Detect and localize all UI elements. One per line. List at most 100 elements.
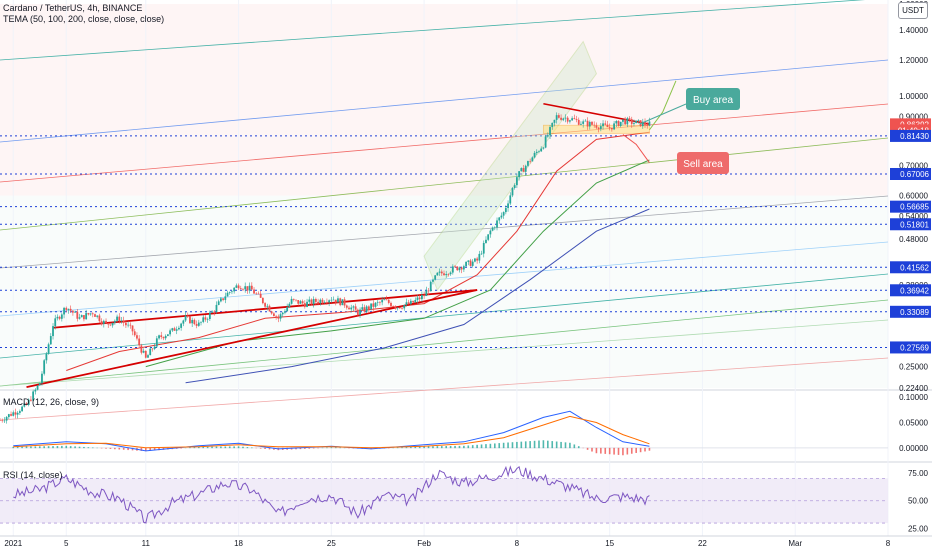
candle-body [607, 125, 609, 127]
candle-body [158, 335, 160, 338]
candle-body [584, 121, 586, 122]
candle-body [65, 308, 67, 310]
candle-body [501, 216, 503, 218]
candle-body [470, 260, 472, 265]
candle-body [315, 299, 317, 302]
candle-body [134, 331, 136, 335]
candle-body [406, 302, 408, 305]
candle-body [21, 407, 23, 412]
macd-histogram-bar [35, 446, 37, 448]
candle-body [291, 299, 293, 304]
candle-body [4, 421, 6, 422]
tema-legend: TEMA (50, 100, 200, close, close, close) [3, 14, 164, 24]
candle-body [596, 125, 598, 127]
candle-body [297, 300, 299, 304]
candle-body [264, 303, 266, 307]
candle-body [353, 306, 355, 307]
rsi-tick-label: 25.00 [908, 525, 929, 534]
macd-histogram-bar [251, 448, 253, 449]
candle-body [582, 121, 584, 124]
candle-body [412, 301, 414, 303]
candle-body [54, 318, 56, 326]
candle-body [74, 312, 76, 313]
candle-body [417, 298, 419, 300]
candle-body [388, 300, 390, 303]
price-label-text: 0.41562 [900, 263, 929, 272]
time-tick-label: Feb [417, 539, 431, 548]
candle-body [503, 212, 505, 216]
macd-histogram-bar [591, 448, 593, 452]
candle-body [6, 417, 8, 421]
candle-body [200, 322, 202, 323]
candle-body [467, 260, 469, 261]
time-tick-label: 22 [698, 539, 707, 548]
macd-histogram-bar [326, 448, 328, 449]
candle-body [414, 300, 416, 302]
candle-body [472, 262, 474, 266]
candle-body [578, 120, 580, 125]
candle-body [79, 317, 81, 318]
macd-histogram-bar [211, 447, 213, 448]
currency-button[interactable]: USDT [898, 2, 928, 19]
candle-body [222, 298, 224, 300]
candle-body [622, 119, 624, 121]
candle-body [549, 127, 551, 135]
candle-body [277, 316, 279, 318]
price-tick-label: 1.40000 [899, 26, 928, 35]
candle-body [410, 301, 412, 304]
candle-body [518, 171, 520, 177]
macd-histogram-bar [216, 447, 218, 449]
candle-body [61, 314, 63, 318]
candle-body [15, 412, 17, 414]
candle-body [8, 414, 10, 417]
candle-body [17, 413, 19, 415]
candle-body [240, 288, 242, 289]
time-tick-label: 11 [142, 539, 151, 548]
candle-body [547, 135, 549, 136]
candle-body [156, 338, 158, 346]
candle-body [300, 301, 302, 304]
macd-histogram-bar [92, 448, 94, 449]
price-tick-label: 1.00000 [899, 92, 928, 101]
macd-histogram-bar [512, 442, 514, 448]
candle-body [631, 119, 633, 124]
candle-body [0, 420, 1, 421]
candle-body [580, 124, 582, 125]
macd-histogram-bar [613, 448, 615, 455]
candle-body [536, 152, 538, 153]
candle-body [441, 272, 443, 274]
candle-body [171, 328, 173, 330]
macd-histogram-bar [114, 448, 116, 449]
macd-histogram-bar [631, 448, 633, 454]
macd-histogram-bar [30, 446, 32, 448]
price-tick-label: 0.22400 [899, 384, 928, 393]
macd-histogram-bar [401, 447, 403, 448]
time-tick-label: 8 [886, 539, 891, 548]
macd-histogram-bar [264, 448, 266, 449]
macd-histogram-bar [70, 446, 72, 448]
macd-histogram-bar [313, 448, 315, 449]
candle-body [505, 208, 507, 212]
candle-body [637, 120, 639, 121]
candle-body [317, 302, 319, 303]
candle-body [149, 349, 151, 355]
candle-body [306, 302, 308, 307]
candle-body [19, 411, 21, 413]
macd-histogram-bar [578, 446, 580, 448]
candle-body [284, 311, 286, 312]
candle-body [368, 306, 370, 309]
candle-body [423, 295, 425, 296]
candle-body [247, 286, 249, 290]
macd-histogram-bar [516, 442, 518, 448]
candle-body [295, 300, 297, 301]
candle-body [350, 308, 352, 310]
candle-body [231, 291, 233, 292]
macd-histogram-bar [432, 446, 434, 448]
candle-body [527, 161, 529, 166]
candle-body [333, 300, 335, 301]
candle-body [534, 153, 536, 158]
candle-body [99, 316, 101, 322]
macd-histogram-bar [437, 446, 439, 448]
price-tick-label: 1.20000 [899, 56, 928, 65]
macd-histogram-bar [220, 447, 222, 449]
